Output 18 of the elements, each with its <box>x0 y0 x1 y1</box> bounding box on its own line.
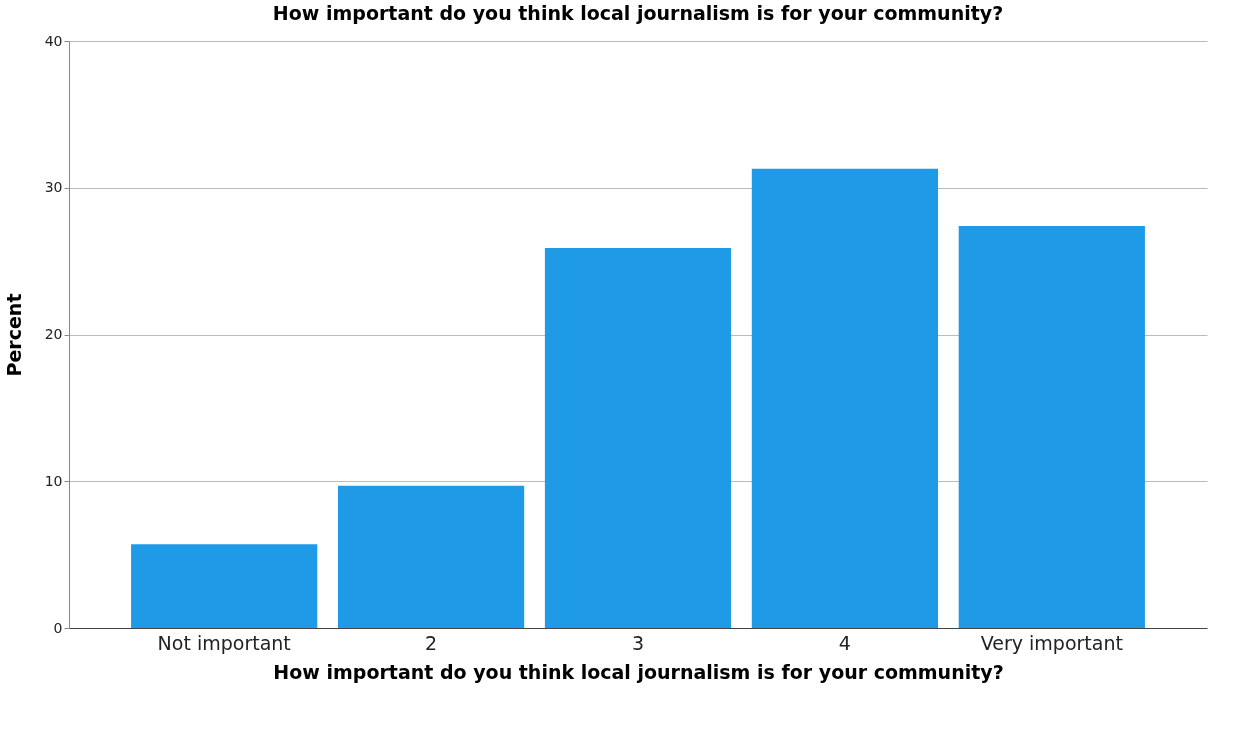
bar <box>337 485 525 628</box>
bar <box>131 544 318 628</box>
x-axis-title: How important do you think local journalism is for your community? <box>273 660 1004 683</box>
bar <box>958 225 1145 628</box>
y-axis-title: Percent <box>2 293 25 377</box>
y-tick-label: 40 <box>44 32 63 49</box>
y-tick-label: 10 <box>44 472 63 489</box>
x-tick-label: 2 <box>425 631 438 654</box>
chart-title: How important do you think local journalism is for your community? <box>272 2 1004 24</box>
bar <box>751 168 939 628</box>
x-tick-label: Very important <box>980 631 1123 654</box>
bar <box>544 247 732 628</box>
y-tick-label: 20 <box>44 326 63 342</box>
y-tick-label: 30 <box>44 179 63 196</box>
x-tick-label: 4 <box>838 631 851 654</box>
x-tick-label: Not important <box>157 631 291 654</box>
x-tick-label: 3 <box>631 631 645 654</box>
y-tick-label: 0 <box>53 619 63 636</box>
